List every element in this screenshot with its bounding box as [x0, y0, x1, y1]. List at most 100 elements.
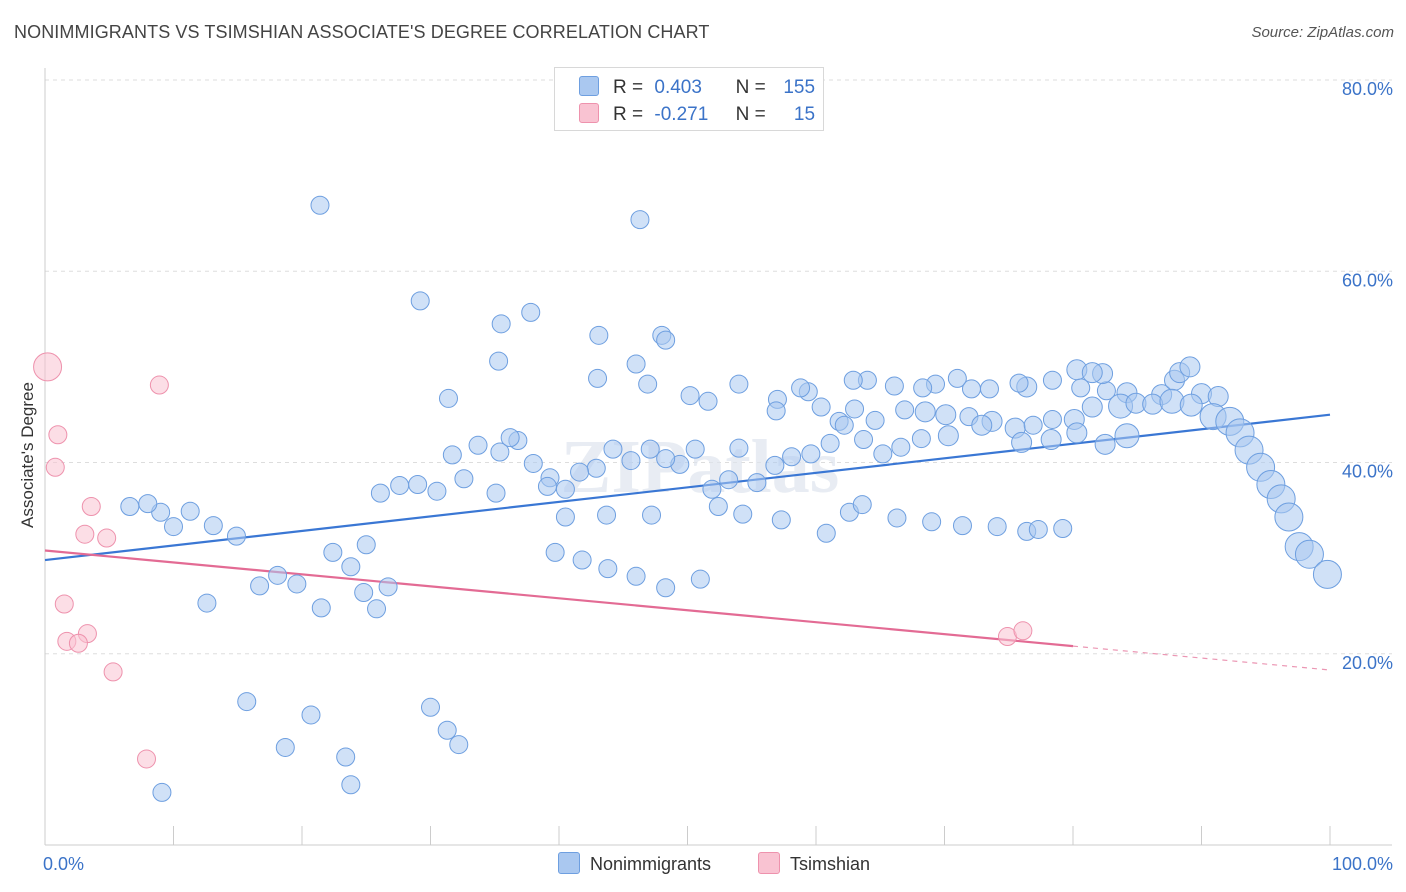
- nonimmigrants-point: [642, 505, 662, 525]
- nonimmigrants-point: [747, 473, 767, 493]
- nonimmigrants-point: [834, 415, 854, 435]
- nonimmigrants-point: [911, 429, 931, 449]
- nonimmigrants-point: [354, 583, 374, 603]
- nonimmigrants-point: [698, 391, 718, 411]
- tsimshian-point: [103, 662, 123, 682]
- nonimmigrants-point: [816, 523, 836, 543]
- nonimmigrants-point: [336, 747, 356, 767]
- nonimmigrants-point: [771, 510, 791, 530]
- nonimmigrants-point: [275, 737, 295, 757]
- bottom-legend-swatch-blue: [558, 852, 580, 874]
- nonimmigrants-point: [979, 379, 999, 399]
- bottom-legend-label: Nonimmigrants: [590, 854, 712, 874]
- legend-row-tsimshian: R = -0.271 N = 15: [579, 103, 815, 125]
- nonimmigrants-point: [378, 577, 398, 597]
- nonimmigrants-point: [421, 697, 440, 717]
- nonimmigrants-point: [952, 516, 972, 536]
- nonimmigrants-point: [203, 516, 223, 536]
- nonimmigrants-point: [626, 566, 646, 586]
- nonimmigrants-point: [597, 505, 617, 525]
- legend-n-label: N =: [735, 104, 766, 125]
- legend-n-value: 155: [783, 77, 816, 98]
- nonimmigrants-point: [1274, 502, 1304, 532]
- nonimmigrants-point: [268, 565, 288, 585]
- nonimmigrants-point: [598, 559, 618, 579]
- nonimmigrants-point: [1042, 409, 1062, 429]
- tsimshian-point: [81, 496, 101, 516]
- bottom-legend-label: Tsimshian: [790, 854, 871, 874]
- tsimshian-point: [48, 425, 68, 445]
- legend-box: R = 0.403 N = 155 R = -0.271 N = 15: [554, 67, 824, 131]
- nonimmigrants-point: [626, 354, 646, 374]
- nonimmigrants-point: [845, 399, 865, 419]
- nonimmigrants-point: [621, 451, 641, 471]
- nonimmigrants-point: [922, 512, 942, 532]
- nonimmigrants-point: [791, 378, 811, 398]
- nonimmigrants-point: [640, 439, 660, 459]
- nonimmigrants-point: [370, 483, 390, 503]
- nonimmigrants-point: [1142, 393, 1164, 415]
- nonimmigrants-point: [341, 557, 361, 577]
- nonimmigrants-point: [1066, 422, 1088, 444]
- legend-swatch-blue: [579, 76, 599, 96]
- y-tick-label: 20.0%: [1342, 653, 1393, 673]
- nonimmigrants-point: [702, 479, 722, 499]
- nonimmigrants-point: [1009, 373, 1029, 393]
- nonimmigrants-point: [1053, 518, 1073, 538]
- nonimmigrants-point: [1179, 356, 1201, 378]
- tsimshian-point: [33, 352, 63, 382]
- nonimmigrants-point: [729, 438, 749, 458]
- nonimmigrants-point: [914, 401, 936, 423]
- legend-n-label: N =: [735, 77, 766, 98]
- nonimmigrants-point: [638, 374, 658, 394]
- nonimmigrants-point: [887, 508, 907, 528]
- nonimmigrants-point: [427, 481, 447, 501]
- nonimmigrants-point: [1011, 431, 1033, 453]
- nonimmigrants-point: [454, 469, 474, 489]
- bottom-legend-swatch-pink: [758, 852, 780, 874]
- nonimmigrants-point: [1094, 433, 1116, 455]
- nonimmigrants-point: [491, 314, 511, 334]
- nonimmigrants-point: [250, 576, 270, 596]
- nonimmigrants-point: [408, 474, 428, 494]
- nonimmigrants-point: [120, 496, 140, 516]
- nonimmigrants-point: [500, 428, 520, 448]
- nonimmigrants-point: [449, 735, 469, 755]
- nonimmigrants-point: [310, 195, 330, 215]
- nonimmigrants-point: [356, 535, 376, 555]
- legend-r-value: -0.271: [654, 104, 709, 125]
- legend-row-nonimmigrants: R = 0.403 N = 155: [579, 76, 815, 98]
- nonimmigrants-point: [438, 388, 458, 408]
- nonimmigrants-point: [766, 401, 786, 421]
- legend-r-label: R =: [613, 104, 644, 125]
- nonimmigrants-point: [1081, 362, 1103, 384]
- nonimmigrants-point: [884, 376, 904, 396]
- nonimmigrants-point: [1028, 519, 1048, 539]
- nonimmigrants-point: [390, 475, 410, 495]
- nonimmigrants-point: [410, 291, 430, 311]
- tsimshian-point: [1013, 621, 1033, 641]
- x-tick-label: 0.0%: [43, 854, 84, 874]
- axes: [44, 68, 1392, 846]
- nonimmigrants-point: [947, 368, 967, 388]
- nonimmigrants-point: [935, 404, 957, 426]
- nonimmigrants-point: [1179, 393, 1203, 417]
- y-axis-label: Associate's Degree: [18, 382, 37, 528]
- nonimmigrants-point: [765, 455, 785, 475]
- y-tick-label: 60.0%: [1342, 270, 1393, 290]
- data-points: [33, 195, 1342, 802]
- nonimmigrants-point: [237, 692, 257, 712]
- chart-title: NONIMMIGRANTS VS TSIMSHIAN ASSOCIATE'S D…: [14, 22, 710, 42]
- nonimmigrants-point: [854, 430, 874, 450]
- nonimmigrants-point: [152, 782, 172, 802]
- nonimmigrants-point: [733, 504, 753, 524]
- nonimmigrants-point: [865, 410, 885, 430]
- bottom-legend-tsimshian: Tsimshian: [758, 852, 870, 875]
- nonimmigrants-point: [1312, 559, 1342, 589]
- nonimmigrants-point: [843, 370, 863, 390]
- nonimmigrants-point: [180, 501, 200, 521]
- nonimmigrants-point: [226, 526, 246, 546]
- nonimmigrants-point: [489, 351, 509, 371]
- nonimmigrants-point: [367, 599, 387, 619]
